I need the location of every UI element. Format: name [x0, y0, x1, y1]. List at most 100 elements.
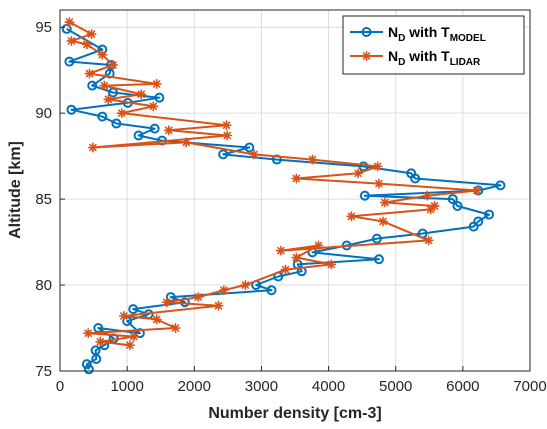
- data-point: [118, 310, 129, 321]
- data-point: [163, 125, 174, 136]
- data-point: [275, 245, 286, 256]
- data-point: [108, 60, 119, 71]
- y-tick-label: 80: [35, 277, 52, 294]
- data-point: [116, 108, 127, 119]
- plot-frame: [59, 9, 531, 372]
- x-axis-ticks: 0 1000 2000 3000 4000 5000 6000 7000: [56, 366, 547, 395]
- data-point: [103, 94, 114, 105]
- data-point: [154, 92, 165, 103]
- data-point: [128, 331, 139, 342]
- series-2: [64, 17, 482, 351]
- data-point: [423, 235, 434, 246]
- data-point: [410, 173, 421, 184]
- data-point: [181, 137, 192, 148]
- data-point: [66, 35, 77, 46]
- data-point: [151, 314, 162, 325]
- data-point: [371, 233, 382, 244]
- data-point: [84, 68, 95, 79]
- data-point: [86, 29, 97, 40]
- legend-star-marker: [361, 50, 372, 62]
- x-tick-label: 0: [56, 378, 64, 395]
- data-point: [221, 120, 232, 131]
- data-point: [372, 161, 383, 172]
- data-point: [373, 178, 384, 189]
- data-point: [87, 142, 98, 153]
- data-point: [128, 304, 139, 315]
- data-point: [353, 168, 364, 179]
- data-point: [266, 285, 277, 296]
- series-group: [61, 17, 506, 375]
- data-point: [91, 353, 102, 364]
- data-point: [136, 89, 147, 100]
- data-point: [66, 104, 77, 115]
- x-axis-label: Number density [cm-3]: [208, 405, 381, 422]
- data-point: [484, 209, 495, 220]
- y-tick-label: 95: [35, 19, 52, 36]
- data-point: [151, 78, 162, 89]
- data-point: [95, 336, 106, 347]
- y-tick-label: 75: [35, 363, 52, 380]
- data-point: [81, 359, 92, 370]
- data-point: [447, 194, 458, 205]
- y-axis-ticks: 75 80 85 90 95: [35, 19, 65, 380]
- data-point: [170, 323, 181, 334]
- data-point: [124, 340, 135, 351]
- data-point: [377, 216, 388, 227]
- x-tick-label: 4000: [312, 378, 345, 395]
- data-point: [87, 80, 98, 91]
- legend-label-2: ND with TLIDAR: [388, 48, 481, 68]
- x-tick-label: 1000: [110, 378, 143, 395]
- data-point: [133, 130, 144, 141]
- data-point: [218, 285, 229, 296]
- data-point: [64, 17, 75, 28]
- data-point: [291, 173, 302, 184]
- data-point: [326, 259, 337, 270]
- legend-entry-1: ND with TMODEL: [350, 24, 486, 44]
- y-axis-label: Altitude [km]: [7, 141, 24, 239]
- data-point: [379, 197, 390, 208]
- data-point: [291, 252, 302, 263]
- data-point: [148, 101, 159, 112]
- data-point: [313, 240, 324, 251]
- data-point: [359, 190, 370, 201]
- data-point: [218, 149, 229, 160]
- data-point: [99, 80, 110, 91]
- data-point: [81, 39, 92, 50]
- data-point: [193, 292, 204, 303]
- x-tick-label: 2000: [178, 378, 211, 395]
- data-point: [452, 200, 463, 211]
- legend-box: [342, 15, 525, 75]
- y-tick-label: 85: [35, 191, 52, 208]
- data-point: [244, 142, 255, 153]
- data-point: [495, 180, 506, 191]
- data-point: [346, 211, 357, 222]
- y-tick-label: 90: [35, 105, 52, 122]
- x-tick-label: 6000: [446, 378, 479, 395]
- data-point: [213, 300, 224, 311]
- x-tick-label: 3000: [245, 378, 278, 395]
- legend-label-1: ND with TMODEL: [388, 24, 486, 44]
- data-point: [161, 297, 172, 308]
- data-point: [249, 149, 260, 160]
- legend: ND with TMODEL ND with TLIDAR: [342, 15, 525, 75]
- data-point: [222, 130, 233, 141]
- data-point: [422, 190, 433, 201]
- data-point: [468, 221, 479, 232]
- data-point: [149, 123, 160, 134]
- x-tick-label: 5000: [379, 378, 412, 395]
- data-point: [240, 280, 251, 291]
- data-point: [64, 56, 75, 67]
- data-point: [280, 264, 291, 275]
- data-point: [307, 154, 318, 165]
- legend-circle-marker: [361, 27, 372, 37]
- data-point: [471, 185, 482, 196]
- data-point: [97, 49, 108, 60]
- data-point: [425, 204, 436, 215]
- data-point: [373, 254, 384, 265]
- data-point: [111, 118, 122, 129]
- data-point: [97, 111, 108, 122]
- x-tick-label: 7000: [513, 378, 546, 395]
- legend-entry-2: ND with TLIDAR: [350, 48, 481, 68]
- data-point: [83, 364, 94, 375]
